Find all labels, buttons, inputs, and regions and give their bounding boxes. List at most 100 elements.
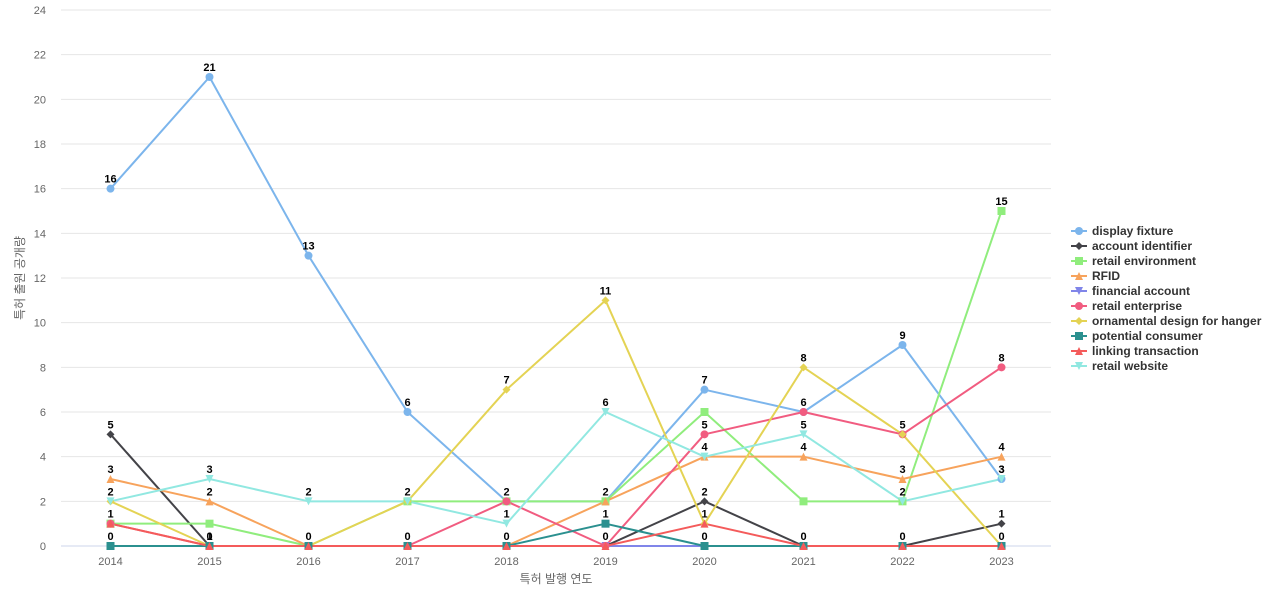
data-point [502, 542, 511, 550]
data-point [106, 184, 115, 193]
legend-label: retail enterprise [1092, 299, 1182, 313]
data-point [898, 475, 907, 483]
data-label: 4 [701, 442, 708, 454]
series-line [110, 210, 1003, 547]
series-lines [109, 76, 1003, 547]
legend-marker [1075, 272, 1083, 280]
data-point [205, 475, 214, 483]
x-tick-label: 2023 [989, 556, 1013, 568]
legend-label: account identifier [1092, 239, 1192, 253]
data-point [403, 497, 412, 506]
legend-marker [1075, 242, 1083, 250]
data-label: 8 [998, 352, 1004, 364]
data-label: 0 [998, 531, 1004, 543]
data-point [502, 497, 511, 506]
data-label: 5 [701, 419, 707, 431]
y-tick-label: 8 [40, 362, 46, 374]
legend-item[interactable]: linking transaction [1071, 344, 1199, 358]
data-label: 2 [404, 486, 410, 498]
data-label: 0 [503, 531, 509, 543]
y-axis-title: 특허 출원 공개량 [13, 236, 27, 320]
x-axis-ticks: 2014 2015 2016 2017 2018 2019 2020 2021 2022 2023 [98, 556, 1013, 568]
y-tick-label: 2 [40, 496, 46, 508]
legend-marker [1075, 227, 1083, 235]
legend-item[interactable]: retail environment [1071, 254, 1196, 268]
data-point [799, 430, 808, 439]
data-point [502, 519, 511, 528]
data-label: 2 [899, 486, 905, 498]
legend-item[interactable]: ornamental design for hanger [1071, 314, 1262, 328]
legend-item[interactable]: financial account [1071, 284, 1190, 298]
data-point [799, 452, 808, 461]
legend-item[interactable]: RFID [1071, 269, 1120, 283]
x-tick-label: 2021 [791, 556, 815, 568]
data-point [403, 542, 412, 550]
legend-item[interactable]: retail enterprise [1071, 299, 1182, 313]
data-point [700, 519, 709, 528]
data-label: 1 [107, 509, 113, 521]
y-tick-label: 18 [34, 139, 46, 151]
y-tick-label: 0 [40, 541, 46, 553]
data-point [700, 497, 709, 506]
data-point [601, 408, 610, 416]
data-point [898, 542, 907, 550]
data-label: 5 [899, 419, 905, 431]
data-point [205, 542, 214, 550]
series-markers [106, 73, 1006, 550]
x-tick-label: 2015 [197, 556, 221, 568]
data-label: 1 [503, 509, 509, 521]
data-point [799, 542, 808, 550]
x-tick-label: 2020 [692, 556, 716, 568]
data-label: 6 [602, 397, 608, 409]
data-point [106, 542, 115, 550]
legend-label: financial account [1092, 284, 1190, 298]
data-point [304, 497, 313, 506]
legend-label: retail environment [1092, 254, 1196, 268]
data-point [205, 497, 214, 506]
data-label: 21 [203, 62, 215, 74]
data-point [997, 475, 1006, 483]
x-tick-label: 2019 [593, 556, 617, 568]
data-label: 5 [800, 419, 806, 431]
data-point [700, 430, 709, 439]
y-tick-label: 14 [34, 228, 46, 240]
data-point [106, 475, 115, 483]
data-point [601, 542, 610, 550]
data-label: 3 [206, 464, 212, 476]
data-label: 1 [701, 509, 707, 521]
data-label: 3 [899, 464, 905, 476]
data-label: 2 [206, 486, 212, 498]
legend-item[interactable]: account identifier [1071, 239, 1192, 253]
data-label: 1 [602, 509, 608, 521]
data-label: 2 [701, 486, 707, 498]
legend-label: display fixture [1092, 224, 1174, 238]
legend-label: linking transaction [1092, 344, 1199, 358]
legend-marker [1075, 347, 1083, 355]
data-point [502, 385, 511, 394]
data-point [997, 452, 1006, 461]
data-point [106, 497, 115, 506]
legend-item[interactable]: display fixture [1071, 224, 1174, 238]
data-point [700, 385, 709, 394]
series-line [110, 522, 1002, 547]
data-point [601, 497, 610, 506]
legend-marker [1075, 302, 1083, 310]
data-point [205, 73, 214, 81]
y-tick-label: 20 [34, 94, 46, 106]
gridlines [61, 9, 1051, 547]
series-line [109, 433, 1002, 547]
data-label: 16 [104, 174, 116, 186]
legend-item[interactable]: retail website [1071, 359, 1168, 373]
data-label: 5 [107, 419, 113, 431]
data-label: 7 [503, 375, 509, 387]
y-tick-label: 4 [40, 452, 46, 464]
legend-item[interactable]: potential consumer [1071, 329, 1203, 343]
data-point [205, 519, 214, 528]
legend-marker [1075, 317, 1083, 325]
data-label: 0 [602, 531, 608, 543]
legend-label: RFID [1092, 269, 1120, 283]
data-point [997, 542, 1006, 550]
data-point [106, 430, 115, 439]
y-tick-label: 10 [34, 318, 46, 330]
